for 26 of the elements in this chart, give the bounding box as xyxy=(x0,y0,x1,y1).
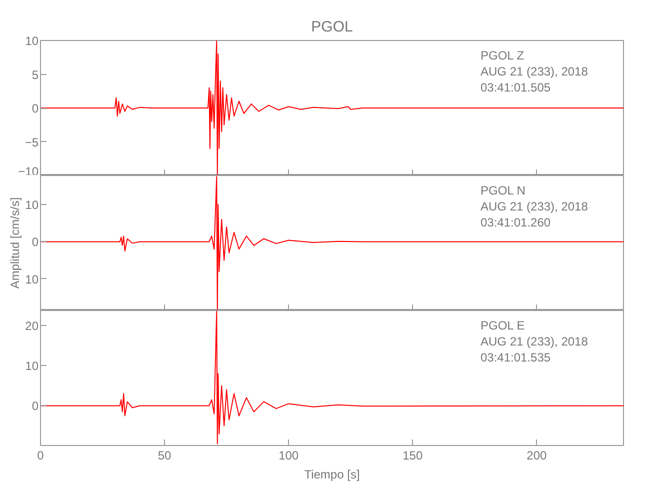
annotation: AUG 21 (233), 2018 xyxy=(480,334,588,348)
chart-title: PGOL xyxy=(311,18,353,36)
y-tick-label: −5 xyxy=(24,135,39,150)
x-tick-label: 50 xyxy=(158,448,172,462)
x-tick-label: 100 xyxy=(278,448,299,462)
y-tick-label: 0 xyxy=(32,102,39,116)
annotation: 03:41:01.505 xyxy=(480,80,551,94)
annotation: 03:41:01.260 xyxy=(480,216,551,230)
annotation: 03:41:01.535 xyxy=(480,350,551,364)
y-tick-label: 10 xyxy=(25,272,39,286)
annotation: AUG 21 (233), 2018 xyxy=(480,200,588,214)
y-tick-label: 0 xyxy=(32,235,39,250)
y-tick-label: 10 xyxy=(25,34,39,48)
y-tick-label: 20 xyxy=(25,318,39,333)
annotation: AUG 21 (233), 2018 xyxy=(480,64,588,78)
y-tick-label: 10 xyxy=(25,198,39,212)
x-axis-title: Tiempo [s] xyxy=(304,468,360,482)
annotation: PGOL E xyxy=(480,318,525,332)
y-tick-label: 5 xyxy=(32,68,39,82)
annotation: PGOL N xyxy=(480,184,526,198)
y-tick-label: 0 xyxy=(32,399,39,414)
y-tick-label: 10 xyxy=(25,359,39,374)
y-axis-title: Amplitud [cm/s/s] xyxy=(8,197,22,289)
x-tick-label: 200 xyxy=(526,448,548,462)
annotation: PGOL Z xyxy=(480,48,524,62)
x-tick-label: 150 xyxy=(402,448,423,462)
